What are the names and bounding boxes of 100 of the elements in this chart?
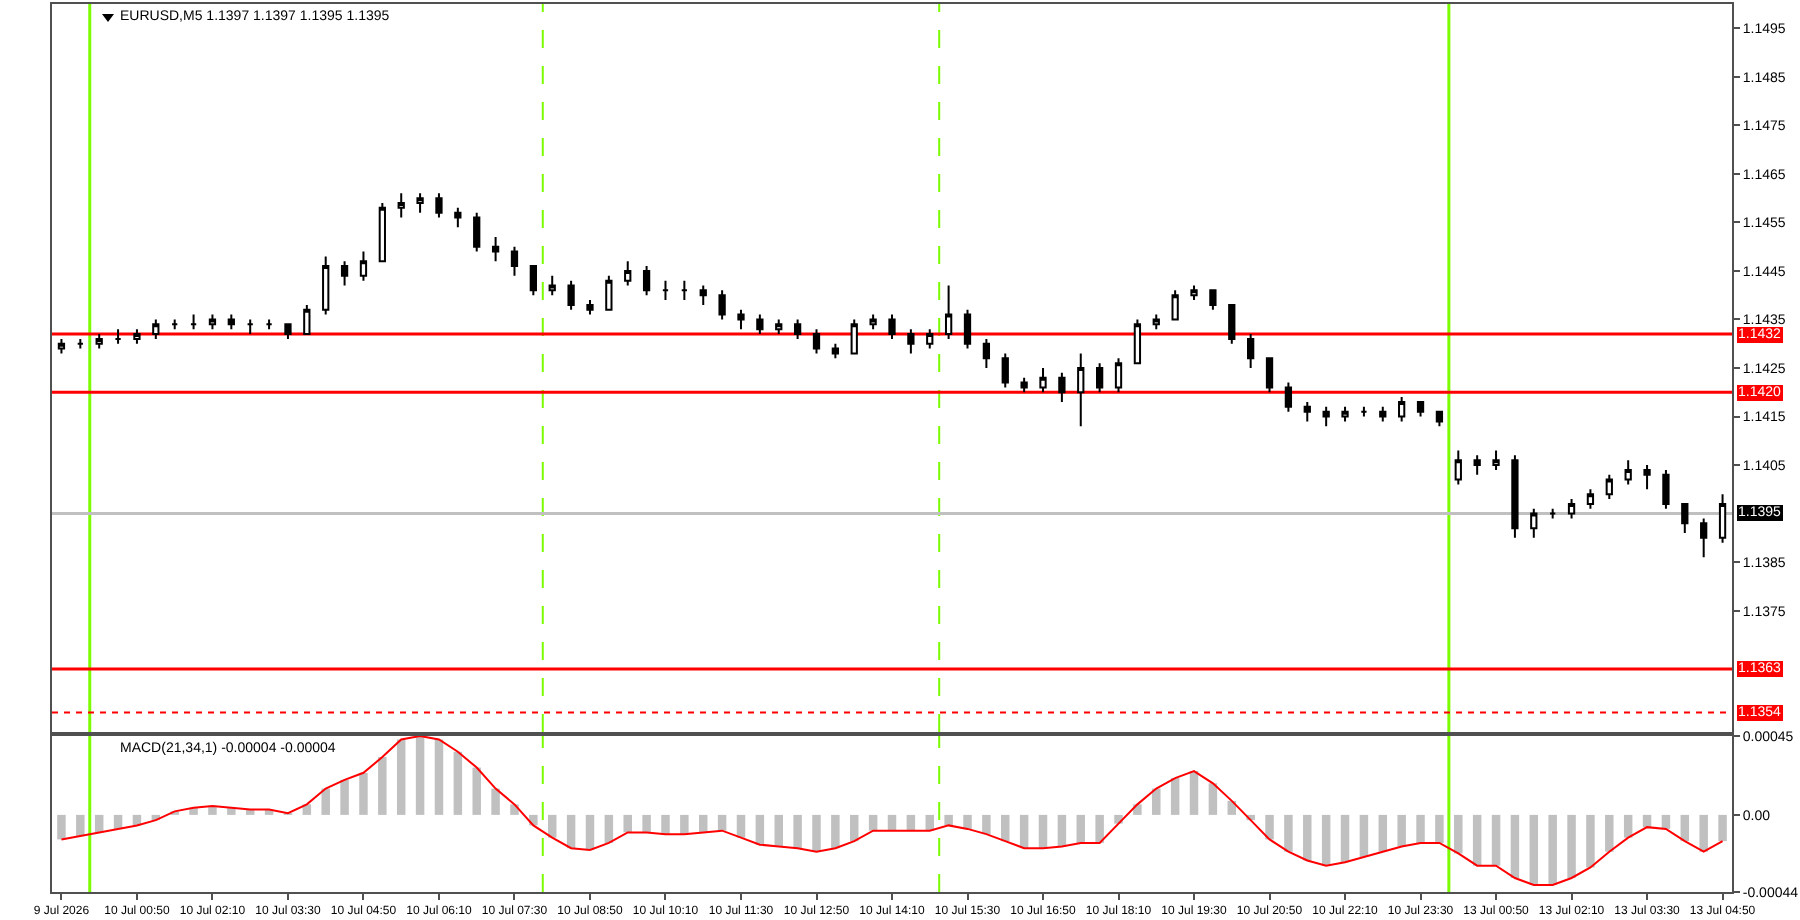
bar xyxy=(415,736,425,815)
bar xyxy=(982,814,991,835)
bar xyxy=(906,814,916,831)
bar xyxy=(359,772,368,815)
candlestick xyxy=(1284,381,1293,413)
bar xyxy=(453,751,463,815)
bar xyxy=(1378,814,1388,852)
candlestick xyxy=(1718,493,1727,544)
candlestick xyxy=(699,284,707,306)
candlestick xyxy=(1152,313,1160,331)
bar xyxy=(793,814,802,849)
candlestick xyxy=(1586,488,1595,510)
bar xyxy=(1095,814,1104,843)
bar xyxy=(434,739,444,815)
candlestick xyxy=(661,279,670,302)
bar xyxy=(1472,814,1482,866)
candlestick xyxy=(1001,352,1009,389)
bar xyxy=(585,814,595,850)
candlestick xyxy=(510,245,519,277)
candlestick xyxy=(1171,289,1179,321)
candlestick xyxy=(1039,367,1047,394)
candlestick xyxy=(359,250,368,282)
candlestick xyxy=(152,318,160,340)
bar xyxy=(1359,814,1369,857)
candlestick xyxy=(624,260,632,287)
bar xyxy=(850,814,859,842)
bar xyxy=(1038,814,1048,849)
bar xyxy=(944,814,953,826)
candlestick xyxy=(491,235,500,263)
candlestick xyxy=(1341,405,1349,423)
bar xyxy=(812,814,821,852)
candlestick xyxy=(737,308,745,331)
bar xyxy=(1567,814,1576,878)
candlestick xyxy=(189,313,198,331)
candlestick xyxy=(473,211,481,253)
candlestick xyxy=(963,308,972,350)
bar xyxy=(57,814,66,840)
candlestick xyxy=(227,313,235,331)
candlestick xyxy=(1020,376,1028,394)
candlestick xyxy=(548,274,556,297)
candlestick xyxy=(1247,333,1255,369)
candlestick xyxy=(1209,289,1217,311)
bar xyxy=(491,788,500,815)
bar xyxy=(340,779,349,815)
candlestick xyxy=(605,274,613,311)
candlestick xyxy=(95,333,103,350)
candlestick xyxy=(284,323,292,340)
bar xyxy=(642,814,651,833)
candlestick xyxy=(982,337,991,369)
candlestick xyxy=(1643,464,1651,491)
candlestick xyxy=(1454,449,1462,486)
candlestick xyxy=(416,192,424,214)
bar xyxy=(887,814,897,831)
candlestick xyxy=(1530,507,1538,539)
candlestick xyxy=(926,328,934,350)
candlestick xyxy=(850,318,858,355)
candlestick xyxy=(1435,410,1444,428)
bar xyxy=(680,814,689,835)
candlestick xyxy=(1058,371,1066,403)
bar xyxy=(774,814,783,847)
candlestick xyxy=(454,206,462,229)
candlestick xyxy=(1265,357,1274,394)
candlestick xyxy=(869,313,877,331)
bar xyxy=(1435,814,1444,843)
bar xyxy=(1454,814,1463,854)
bar xyxy=(1623,814,1633,838)
candlestick xyxy=(1398,396,1406,423)
candlestick xyxy=(114,328,122,345)
line-series xyxy=(60,736,1724,886)
candlestick xyxy=(208,313,217,331)
bar xyxy=(1586,814,1595,868)
bar xyxy=(472,767,481,815)
bar xyxy=(736,814,746,838)
bar xyxy=(1416,814,1425,843)
candlestick xyxy=(1605,473,1613,501)
bar xyxy=(623,814,632,833)
candlestick xyxy=(1303,400,1311,423)
candlestick xyxy=(718,289,726,321)
bar xyxy=(1208,783,1218,815)
bar xyxy=(1548,814,1557,885)
bar xyxy=(1529,814,1539,885)
candlestick xyxy=(57,337,66,355)
candlestick xyxy=(1416,400,1425,418)
candlestick xyxy=(397,192,405,219)
candlestick xyxy=(1662,468,1670,510)
candlestick xyxy=(1379,405,1387,423)
candlestick xyxy=(1549,507,1557,520)
candlestick xyxy=(171,318,179,331)
bar xyxy=(1718,814,1727,842)
bar xyxy=(566,814,576,849)
bar xyxy=(1510,814,1520,878)
bar xyxy=(1340,814,1350,863)
candlestick xyxy=(831,342,840,360)
candlestick xyxy=(303,303,311,336)
candlestick xyxy=(1322,405,1330,428)
bar xyxy=(396,739,406,815)
candlestick xyxy=(944,284,953,340)
candlestick xyxy=(1624,459,1632,486)
candlestick xyxy=(775,318,783,336)
candlestick xyxy=(1114,357,1123,394)
